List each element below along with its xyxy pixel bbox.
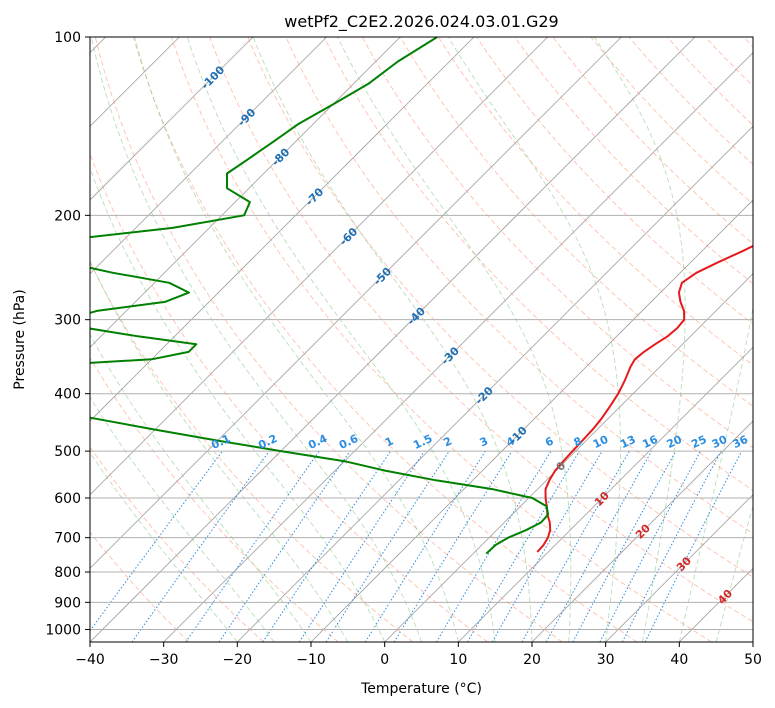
mixing-ratio-line xyxy=(325,450,450,642)
x-tick-label: 10 xyxy=(449,652,467,668)
mixing-ratio-label: 13 xyxy=(618,433,637,451)
dry-adiabat-line xyxy=(285,37,753,534)
x-tick-label: 20 xyxy=(523,652,541,668)
dry-adiabat-line xyxy=(209,37,753,623)
mixing-ratio-label: 20 xyxy=(665,433,685,451)
x-tick-label: 40 xyxy=(670,652,688,668)
y-tick-label: 200 xyxy=(54,208,81,224)
temperature-profile-line xyxy=(536,244,753,553)
isotherm-line xyxy=(90,37,327,275)
isotherm-line xyxy=(90,37,622,569)
mixing-ratio-line xyxy=(218,450,351,642)
y-tick-label: 400 xyxy=(54,387,81,403)
y-tick-label: 100 xyxy=(54,30,81,46)
background-lines xyxy=(90,37,753,642)
isotherm-line xyxy=(90,37,254,201)
mixing-ratio-line xyxy=(393,450,513,642)
x-tick-label: −20 xyxy=(223,652,253,668)
dry-adiabat-line xyxy=(323,37,753,491)
moist-adiabat-line xyxy=(90,37,422,642)
chart-title: wetPf2_C2E2.2026.024.03.01.G29 xyxy=(284,12,558,32)
y-tick-label: 700 xyxy=(54,531,81,547)
moist-adiabat-line xyxy=(594,37,686,642)
mixing-ratio-line xyxy=(572,450,677,642)
isotherm-line xyxy=(531,420,753,642)
isotherm-line xyxy=(237,125,753,642)
dry-adiabat-line xyxy=(132,37,638,642)
moist-adiabat-line xyxy=(90,166,386,642)
y-tick-label: 1000 xyxy=(45,622,81,638)
isotherm-line xyxy=(458,346,753,642)
x-tick-label: −30 xyxy=(149,652,179,668)
dry-adiabat-line xyxy=(90,356,339,642)
x-tick-label: −10 xyxy=(296,652,326,668)
y-tick-label: 300 xyxy=(54,313,81,329)
y-tick-label: 600 xyxy=(54,491,81,507)
mixing-ratio-line xyxy=(131,450,270,642)
dry-adiabat-line xyxy=(590,37,753,205)
mixing-ratio-line xyxy=(521,450,630,642)
isotherm-line xyxy=(752,641,753,642)
mixing-ratio-line xyxy=(621,450,722,642)
isotherm-line xyxy=(163,52,753,642)
y-tick-label: 500 xyxy=(54,444,81,460)
isotherm-line xyxy=(605,494,753,642)
pressure-grid xyxy=(90,37,753,630)
mixing-ratio-line xyxy=(298,450,425,642)
x-tick-label: 0 xyxy=(380,652,389,668)
isotherm-line xyxy=(90,37,401,348)
moist-adiabat-line xyxy=(90,396,275,642)
plot-frame xyxy=(89,36,754,643)
mixing-ratio-line xyxy=(185,450,320,642)
mixing-ratio-line xyxy=(364,450,486,642)
x-axis-title: Temperature (°C) xyxy=(360,681,482,697)
dry-adiabat-line xyxy=(171,37,712,642)
dry-adiabat-line xyxy=(94,37,563,642)
mixing-ratio-label: 30 xyxy=(710,433,730,451)
dry-adiabat-line xyxy=(399,37,753,407)
dry-adiabat-line xyxy=(90,531,190,642)
isotherm-line xyxy=(90,37,475,422)
mixing-ratio-label: 36 xyxy=(731,433,751,451)
moist-adiabat-line xyxy=(134,37,459,642)
dry-adiabat-line xyxy=(476,37,753,325)
moist-adiabat-line xyxy=(90,451,238,642)
dry-adiabat-line xyxy=(552,37,753,245)
x-tick-label: 30 xyxy=(597,652,615,668)
y-tick-label: 900 xyxy=(54,595,81,611)
dry-adiabat-line xyxy=(90,261,414,642)
mixing-ratio-label: 25 xyxy=(689,433,708,451)
y-axis: 100 200 300 400 500 600 700 800 900 1000 xyxy=(45,30,90,638)
mixing-ratio-line xyxy=(545,450,653,642)
moist-adiabat-line xyxy=(90,259,349,642)
x-tick-label: −40 xyxy=(75,652,105,668)
x-tick-label: 50 xyxy=(744,652,762,668)
isotherm-line xyxy=(90,37,696,642)
isotherm-line xyxy=(384,273,753,642)
moist-adiabat-line xyxy=(447,37,621,642)
mixing-ratio-line xyxy=(90,450,223,632)
isotherm-line xyxy=(90,37,548,496)
dry-adiabat-line xyxy=(438,37,753,366)
mixing-ratio-line xyxy=(644,450,743,642)
plot-background xyxy=(90,37,753,642)
moist-adiabat-line xyxy=(715,504,753,642)
dewpoint-profile-line xyxy=(90,37,550,555)
x-axis: −40 −30 −20 −10 0 10 20 30 40 50 xyxy=(75,642,762,668)
mixing-ratio-line xyxy=(599,450,701,642)
mixing-ratio-label: 16 xyxy=(640,433,660,451)
mixing-ratio-line xyxy=(491,450,603,642)
sounding-profiles xyxy=(90,37,753,555)
mixing-ratio-label: 10 xyxy=(591,433,611,451)
dry-adiabat-line xyxy=(361,37,753,449)
y-tick-label: 800 xyxy=(54,565,81,581)
y-axis-title: Pressure (hPa) xyxy=(12,289,28,389)
moist-adiabat-line xyxy=(252,37,533,642)
moist-adiabat-line xyxy=(186,37,496,642)
moist-adiabat-line xyxy=(337,37,572,642)
